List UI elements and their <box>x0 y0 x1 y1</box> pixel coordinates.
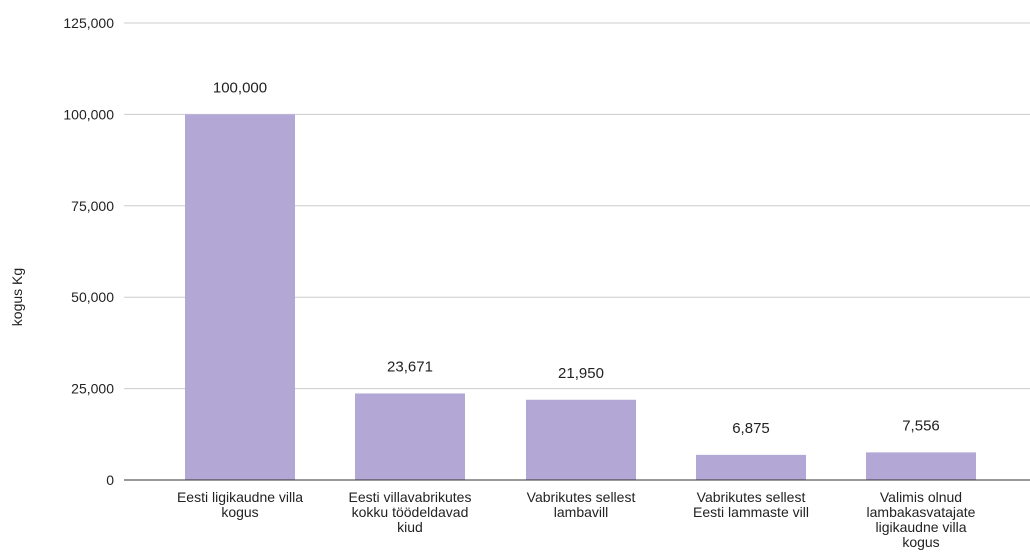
bar <box>696 454 806 480</box>
y-tick-label: 0 <box>106 472 114 488</box>
bar <box>185 114 295 481</box>
y-tick-label: 125,000 <box>63 15 114 31</box>
bar <box>526 399 636 480</box>
category-label-line: Eesti villavabrikutes <box>349 489 472 505</box>
category-label-line: kogus <box>902 534 939 550</box>
y-tick-label: 75,000 <box>71 198 114 214</box>
data-label: 7,556 <box>902 417 940 434</box>
category-label: Eesti ligikaudne villa kogus <box>177 489 303 520</box>
bars <box>185 114 976 481</box>
bar <box>355 393 465 480</box>
y-tick-label: 100,000 <box>63 106 114 122</box>
category-label-line: Eesti ligikaudne villa <box>177 489 303 505</box>
y-axis-title: kogus Kg <box>9 268 25 326</box>
data-label: 21,950 <box>558 365 604 382</box>
category-label: Valimis olnud lambakasvatajate ligikaudne … <box>867 489 976 550</box>
data-labels: 100,000 23,671 21,950 6,875 7,556 <box>213 79 940 436</box>
category-label-line: kiud <box>397 519 423 535</box>
category-label-line: lambavill <box>554 504 608 520</box>
category-label-line: Vabrikutes sellest <box>697 489 806 505</box>
y-tick-label: 50,000 <box>71 289 114 305</box>
category-label: Vabrikutes sellest lambavill <box>527 489 636 520</box>
category-label-line: Eesti lammaste vill <box>693 504 809 520</box>
category-label: Vabrikutes sellest Eesti lammaste vill <box>693 489 809 520</box>
category-label: Eesti villavabrikutes kokku töödeldavad ki… <box>349 489 472 535</box>
data-label: 100,000 <box>213 79 267 96</box>
category-label-line: kogus <box>221 504 258 520</box>
category-label-line: ligikaudne villa <box>875 519 966 535</box>
data-label: 23,671 <box>387 358 433 375</box>
y-tick-labels: 0 25,000 50,000 75,000 100,000 125,000 <box>63 15 114 488</box>
category-label-line: Vabrikutes sellest <box>527 489 636 505</box>
category-label-line: kokku töödeldavad <box>352 504 469 520</box>
category-label-line: lambakasvatajate <box>867 504 976 520</box>
data-label: 6,875 <box>732 420 770 437</box>
y-tick-label: 25,000 <box>71 381 114 397</box>
category-label-line: Valimis olnud <box>880 489 962 505</box>
bar <box>866 452 976 480</box>
